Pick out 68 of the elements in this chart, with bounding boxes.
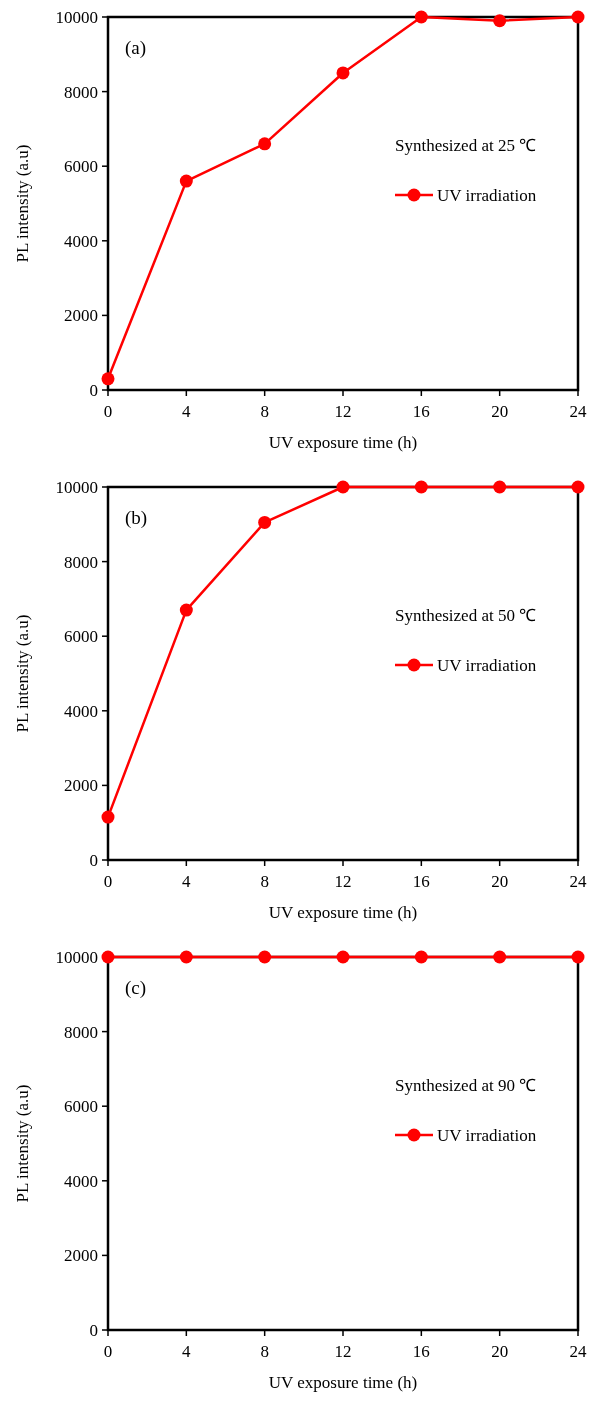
x-tick-label: 20 (491, 1342, 509, 1361)
point (101, 810, 115, 824)
x-axis-title: UV exposure time (h) (268, 903, 418, 922)
y-tick-label: 8000 (64, 1022, 98, 1042)
x-tick-label: 0 (103, 1342, 113, 1361)
x-axis-title: UV exposure time (h) (268, 433, 418, 452)
y-tick-label: 0 (89, 380, 98, 400)
y-tick-label: 8000 (64, 82, 98, 102)
legend-title: Synthesized at 50 ℃ (395, 606, 537, 625)
point (101, 372, 115, 386)
y-tick-label: 8000 (64, 552, 98, 572)
y-tick-label: 10000 (55, 477, 98, 497)
x-tick-label: 20 (491, 402, 509, 421)
point (179, 174, 193, 188)
point (414, 480, 428, 494)
text: (a) (125, 37, 147, 59)
y-axis-title: PL intensity (a.u) (13, 1084, 32, 1203)
y-tick-label: 6000 (64, 157, 98, 177)
text: (b) (125, 507, 148, 529)
x-tick-label: 24 (569, 402, 587, 421)
x-tick-label: 20 (491, 872, 509, 891)
x-tick-label: 8 (260, 402, 269, 421)
point (571, 10, 585, 24)
x-tick-label: 16 (412, 402, 430, 421)
y-tick-label: 10000 (55, 7, 98, 27)
legend-label: UV irradiation (437, 185, 537, 205)
y-tick-label: 0 (89, 850, 98, 870)
y-axis-title: PL intensity (a.u) (13, 144, 32, 263)
y-tick-label: 10000 (55, 947, 98, 967)
x-tick-label: 16 (412, 1342, 430, 1361)
legend-label: UV irradiation (437, 1125, 537, 1145)
y-tick-label: 4000 (64, 1171, 98, 1191)
x-tick-label: 0 (103, 402, 113, 421)
legend-title: Synthesized at 25 ℃ (395, 136, 537, 155)
y-tick-label: 4000 (64, 231, 98, 251)
x-tick-label: 4 (182, 872, 192, 891)
point (179, 603, 193, 617)
y-tick-label: 2000 (64, 306, 98, 326)
x-tick-label: 12 (334, 1342, 352, 1361)
y-tick-label: 6000 (64, 627, 98, 647)
x-tick-label: 0 (103, 872, 113, 891)
x-tick-label: 8 (260, 1342, 269, 1361)
y-tick-label: 6000 (64, 1097, 98, 1117)
x-tick-label: 12 (334, 872, 352, 891)
x-tick-label: 12 (334, 402, 352, 421)
x-tick-label: 4 (182, 1342, 192, 1361)
x-tick-label: 16 (412, 872, 430, 891)
y-tick-label: 4000 (64, 701, 98, 721)
x-tick-label: 4 (182, 402, 192, 421)
text: (c) (125, 977, 147, 999)
legend-label: UV irradiation (437, 655, 537, 675)
point (414, 10, 428, 24)
y-tick-label: 2000 (64, 1246, 98, 1266)
legend-title: Synthesized at 90 ℃ (395, 1076, 537, 1095)
y-tick-label: 0 (89, 1320, 98, 1340)
point (258, 515, 272, 529)
x-tick-label: 24 (569, 1342, 587, 1361)
point (336, 66, 350, 80)
x-tick-label: 24 (569, 872, 587, 891)
x-tick-label: 8 (260, 872, 269, 891)
point (571, 480, 585, 494)
point (258, 137, 272, 151)
point (336, 480, 350, 494)
point (493, 480, 507, 494)
x-axis-title: UV exposure time (h) (268, 1373, 418, 1392)
y-axis-title: PL intensity (a.u) (13, 614, 32, 733)
y-tick-label: 2000 (64, 776, 98, 796)
point (493, 14, 507, 28)
